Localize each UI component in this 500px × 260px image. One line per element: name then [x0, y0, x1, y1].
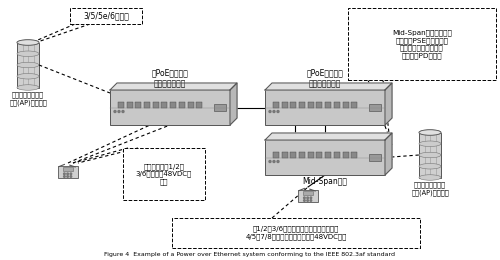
Text: 无线以太网介入点
设备(AP)或网桥等: 无线以太网介入点 设备(AP)或网桥等 [9, 92, 47, 106]
Circle shape [273, 110, 275, 113]
Bar [62, 167, 74, 171]
Bar [369, 154, 381, 161]
Bar [308, 152, 314, 158]
Bar [342, 102, 348, 107]
Circle shape [307, 197, 308, 199]
Text: 3/5/5e/6类电缆: 3/5/5e/6类电缆 [83, 11, 129, 21]
Bar [282, 152, 288, 158]
Bar [419, 133, 441, 178]
Bar [265, 140, 385, 175]
Circle shape [64, 173, 65, 175]
Bar [299, 102, 305, 107]
Ellipse shape [17, 74, 39, 79]
Ellipse shape [419, 164, 441, 169]
Ellipse shape [419, 175, 441, 180]
Circle shape [277, 160, 279, 162]
Circle shape [277, 110, 279, 113]
Bar [144, 102, 150, 107]
Bar [170, 102, 176, 107]
Circle shape [114, 110, 116, 113]
Bar [214, 104, 226, 111]
Circle shape [307, 200, 308, 201]
Bar [179, 102, 185, 107]
Text: Figure 4  Example of a Power over Ethernet system conforming to the IEEE 802.3af: Figure 4 Example of a Power over Etherne… [104, 252, 396, 257]
Polygon shape [265, 83, 392, 90]
Bar [58, 166, 78, 178]
Bar [299, 152, 305, 158]
Circle shape [118, 110, 120, 113]
Text: 无线以太网介入点
设备(AP)或网桥等: 无线以太网介入点 设备(AP)或网桥等 [411, 181, 449, 196]
Bar [118, 102, 124, 107]
Polygon shape [230, 83, 237, 125]
Bar [290, 102, 296, 107]
Circle shape [67, 173, 68, 175]
Bar [369, 104, 381, 111]
Bar [290, 152, 296, 158]
Polygon shape [385, 133, 392, 175]
Ellipse shape [419, 130, 441, 135]
Bar [325, 102, 331, 107]
Circle shape [70, 176, 71, 177]
Bar [172, 218, 420, 248]
Bar [316, 102, 322, 107]
Circle shape [70, 173, 71, 175]
Bar [153, 102, 159, 107]
Ellipse shape [419, 141, 441, 146]
Circle shape [310, 200, 312, 201]
Ellipse shape [17, 85, 39, 90]
Bar [298, 190, 318, 202]
Ellipse shape [17, 40, 39, 45]
Ellipse shape [17, 62, 39, 68]
Bar [123, 148, 205, 200]
Bar [70, 8, 142, 24]
Bar [334, 152, 340, 158]
Bar [273, 152, 279, 158]
Bar [265, 90, 385, 125]
Text: Mid-Span设备: Mid-Span设备 [302, 177, 348, 186]
Text: 有PoE供电功能
的以太网交换机: 有PoE供电功能 的以太网交换机 [152, 69, 188, 88]
Circle shape [304, 197, 305, 199]
Text: 这1/2和3/6双绞线对传输数据，而空闲的
4/5和7/8双绞线对专门用于传抐48VDC电能: 这1/2和3/6双绞线对传输数据，而空闲的 4/5和7/8双绞线对专门用于传抐4… [246, 226, 346, 240]
Bar [325, 152, 331, 158]
Circle shape [67, 176, 68, 177]
Bar [342, 152, 348, 158]
Text: Mid-Span设备放置于供
电设备（PSE）（以太网
交换机）和终端节点受
电设备（PD）之间: Mid-Span设备放置于供 电设备（PSE）（以太网 交换机）和终端节点受 电… [392, 29, 452, 59]
Bar [351, 152, 357, 158]
Bar [348, 8, 496, 80]
Ellipse shape [419, 152, 441, 158]
Bar [162, 102, 168, 107]
Polygon shape [385, 83, 392, 125]
Bar [302, 191, 314, 195]
Circle shape [122, 110, 124, 113]
Circle shape [269, 110, 271, 113]
Bar [126, 102, 132, 107]
Circle shape [269, 160, 271, 162]
Polygon shape [110, 83, 237, 90]
Text: 使用数据线对1/2和
3/6同时传抐48VDC电
功率: 使用数据线对1/2和 3/6同时传抐48VDC电 功率 [136, 163, 192, 185]
Bar [351, 102, 357, 107]
Bar [308, 102, 314, 107]
Ellipse shape [17, 40, 39, 45]
Bar [17, 42, 39, 88]
Circle shape [273, 160, 275, 162]
Bar [136, 102, 141, 107]
Bar [334, 102, 340, 107]
Ellipse shape [17, 51, 39, 56]
Text: 有PoE供电功能
的以太网交换机: 有PoE供电功能 的以太网交换机 [306, 69, 344, 88]
Circle shape [310, 197, 312, 199]
Bar [110, 90, 230, 125]
Polygon shape [265, 133, 392, 140]
Bar [316, 152, 322, 158]
Circle shape [64, 176, 65, 177]
Circle shape [304, 200, 305, 201]
Bar [282, 102, 288, 107]
Ellipse shape [419, 130, 441, 135]
Bar [273, 102, 279, 107]
Bar [188, 102, 194, 107]
Bar [196, 102, 202, 107]
